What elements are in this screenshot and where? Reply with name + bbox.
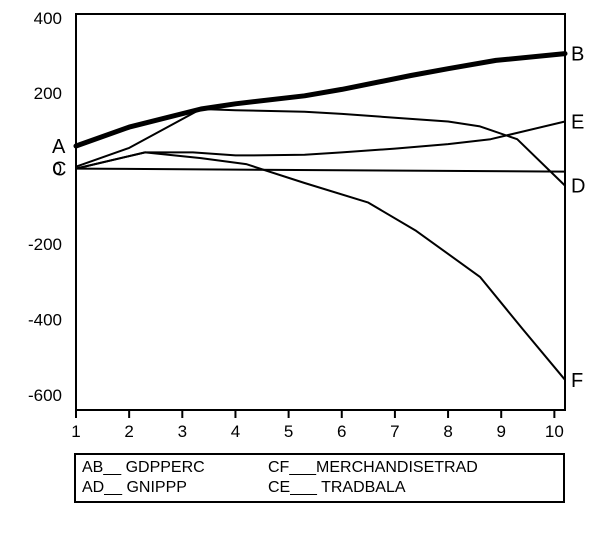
end-label: B [571,44,584,66]
start-label: C [52,159,66,181]
end-label: E [571,111,584,133]
x-tick-label: 5 [284,422,293,441]
x-tick-label: 8 [443,422,452,441]
legend-row: AD__ GNIPPP CE___ TRADBALA [76,478,563,498]
line-chart: 1 2 3 4 5 6 7 8 9 10 400 200 0 -200 -400 -600 AC B D E F [28,9,585,441]
series-line-gnippp [75,108,566,187]
chart-legend: AB__ GDPPERC CF___MERCHANDISETRAD AD__ G… [74,453,565,503]
baseline-line [75,167,566,173]
y-tick-label: 0 [53,160,62,179]
x-tick-label: 1 [71,422,80,441]
legend-entry: AD__ GNIPPP [82,479,187,496]
y-tick-label: 400 [34,9,62,28]
x-tick-label: 7 [390,422,399,441]
x-tick-label: 6 [337,422,346,441]
start-label: A [52,136,66,158]
x-tick-label: 2 [124,422,133,441]
series-line-tradbala [75,120,566,170]
legend-entry: AB__ GDPPERC [82,459,205,476]
legend-entry: CF___MERCHANDISETRAD [268,459,478,476]
y-tick-label: -600 [28,386,62,405]
x-tick-label: 10 [545,422,564,441]
plot-frame [75,13,566,411]
series-line-gdpperc [73,51,568,149]
y-tick-label: 200 [34,84,62,103]
end-label: D [571,176,585,198]
end-label: F [571,370,583,392]
legend-entry: CE___ TRADBALA [268,479,406,496]
legend-row: AB__ GDPPERC CF___MERCHANDISETRAD [76,458,563,478]
y-tick-label: -400 [28,310,62,329]
x-tick-label: 4 [231,422,240,441]
x-tick-label: 9 [496,422,505,441]
x-tick-label: 3 [178,422,187,441]
y-tick-label: -200 [28,235,62,254]
series-line-merchandisetrad [75,151,566,381]
